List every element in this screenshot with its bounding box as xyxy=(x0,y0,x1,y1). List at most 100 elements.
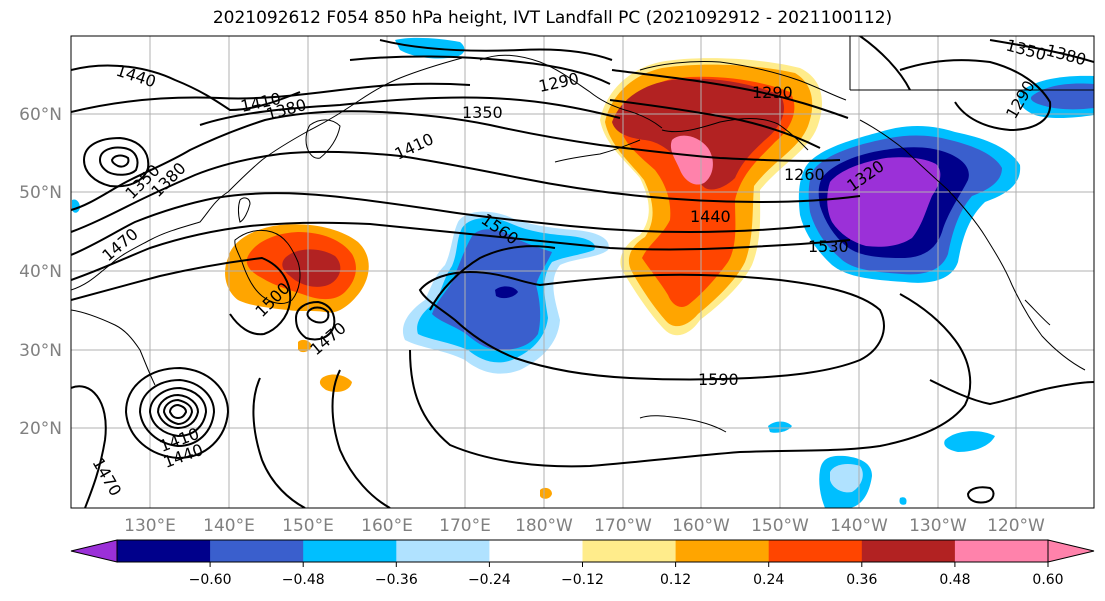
colorbar-tick-marks xyxy=(209,562,1049,567)
contour-1470-sw xyxy=(71,385,107,508)
kamchatka xyxy=(305,119,341,159)
colorbar-segment xyxy=(954,540,1049,562)
contour-label: 1260 xyxy=(784,165,825,184)
longitude-axis: 130°E 140°E 150°E 160°E 170°E 180°W 170°… xyxy=(124,516,1045,536)
china-coast xyxy=(71,309,156,386)
contour-1320-alaska xyxy=(609,99,821,149)
colorbar-segments xyxy=(116,539,1049,563)
ivt-negative-se xyxy=(944,431,995,452)
lat-label: 20°N xyxy=(19,419,62,439)
colorbar-tick-label: −0.60 xyxy=(189,572,232,588)
contour-1470-japan xyxy=(71,256,292,336)
height-contours xyxy=(71,36,1094,508)
map-title: 2021092612 F054 850 hPa height, IVT Land… xyxy=(212,8,893,28)
lat-label: 50°N xyxy=(19,183,62,203)
colorbar-tick-labels: −0.60 −0.48 −0.36 −0.24 −0.12 0.12 0.24 0.36 0.4… xyxy=(189,572,1064,588)
border-lines xyxy=(849,36,1094,91)
lon-label: 160°W xyxy=(672,516,730,536)
ivt-negative-ne-purple xyxy=(827,157,941,247)
contour-small-se xyxy=(966,486,995,504)
contour-1560-sw2 xyxy=(331,369,391,508)
contour-label: 1350 xyxy=(462,103,503,122)
low-2 xyxy=(98,146,139,176)
lon-label: 150°E xyxy=(282,516,334,536)
contour-1320-top xyxy=(379,39,613,61)
contour-label: 1290 xyxy=(752,83,793,102)
north-america-coast xyxy=(859,119,1086,371)
contour-1380-north xyxy=(199,96,621,126)
contour-1560-sw xyxy=(252,377,306,508)
contour-1590 xyxy=(418,270,885,381)
colorbar: −0.60 −0.48 −0.36 −0.24 −0.12 0.12 0.24 0.36 0.4… xyxy=(70,539,1095,588)
contour-low-japan xyxy=(294,300,336,341)
contour-low-japan-inner xyxy=(306,306,330,324)
colorbar-segment xyxy=(117,540,211,562)
lon-label: 150°W xyxy=(751,516,809,536)
map-frame xyxy=(70,35,1095,509)
aleutians xyxy=(554,139,641,163)
colorbar-segment xyxy=(768,540,863,562)
contour-1350-top xyxy=(349,55,611,85)
contour-1410-north xyxy=(71,82,471,113)
baja xyxy=(1024,299,1051,326)
colorbar-segment xyxy=(303,540,397,562)
colorbar-tick-label: 0.24 xyxy=(753,572,784,588)
hawaii xyxy=(639,415,727,433)
lon-label: 120°W xyxy=(987,516,1045,536)
colorbar-segment xyxy=(210,540,304,562)
contour-1290-ne xyxy=(899,59,1052,132)
typhoon-ring-5 xyxy=(162,398,194,426)
bering-coast xyxy=(479,54,663,129)
typhoon-ring-1 xyxy=(124,366,230,460)
typhoon-ring-6 xyxy=(168,403,188,420)
contour-label: 1530 xyxy=(808,237,849,256)
contour-1530-mid xyxy=(71,221,851,281)
ivt-negative-central-navy xyxy=(495,286,518,299)
lon-label: 130°E xyxy=(124,516,176,536)
colorbar-segment xyxy=(861,540,956,562)
contour-ne-edge xyxy=(859,36,911,91)
typhoon-ring-2 xyxy=(138,378,216,448)
colorbar-extend-min xyxy=(70,539,118,563)
contour-1350-ne xyxy=(989,39,1094,63)
lon-label: 140°E xyxy=(203,516,255,536)
lon-label: 160°E xyxy=(361,516,413,536)
contour-1560-west xyxy=(429,245,556,311)
lon-label: 170°W xyxy=(594,516,652,536)
sakhalin xyxy=(238,197,251,223)
lon-label: 170°E xyxy=(439,516,491,536)
colorbar-tick-label: 0.12 xyxy=(660,572,691,588)
contour-1500-mid xyxy=(71,192,811,256)
lat-label: 40°N xyxy=(19,262,62,282)
contour-1560-south xyxy=(409,293,972,468)
contour-label: 1440 xyxy=(690,207,731,226)
ivt-negative-small-b xyxy=(899,497,907,505)
graticule xyxy=(71,36,1094,508)
colorbar-tick-label: 0.60 xyxy=(1032,572,1063,588)
typhoon-ring-4 xyxy=(156,393,200,430)
lon-label: 130°W xyxy=(909,516,967,536)
lon-label: 180°W xyxy=(515,516,573,536)
colorbar-tick-label: −0.24 xyxy=(468,572,511,588)
colorbar-tick-label: 0.48 xyxy=(939,572,970,588)
colorbar-segment xyxy=(489,540,583,562)
colorbar-tick-label: −0.36 xyxy=(375,572,418,588)
colorbar-tick-label: −0.48 xyxy=(282,572,325,588)
contour-label: 1590 xyxy=(698,370,739,389)
contour-1440-north xyxy=(71,64,301,112)
lat-label: 30°N xyxy=(19,341,62,361)
colorbar-segment xyxy=(582,540,677,562)
ivt-negative-south-inner xyxy=(830,464,863,493)
alaska-north xyxy=(639,60,847,101)
contour-1560-se xyxy=(929,379,1094,406)
colorbar-segment xyxy=(396,540,490,562)
low-3 xyxy=(110,154,130,168)
colorbar-extend-max xyxy=(1047,539,1095,563)
contour-1440-mid xyxy=(71,110,841,211)
japan xyxy=(234,229,301,304)
contour-1290-alaska xyxy=(611,69,849,119)
contour-1470-mid xyxy=(71,150,861,233)
colorbar-segment xyxy=(675,540,770,562)
ivt-positive-small-3 xyxy=(540,487,552,499)
